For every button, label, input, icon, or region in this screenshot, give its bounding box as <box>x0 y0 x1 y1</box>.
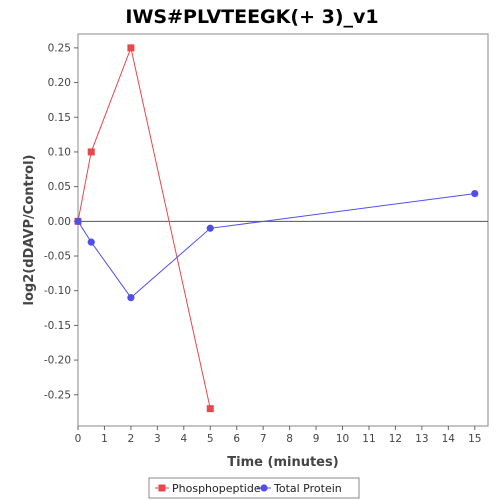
data-point-phosphopeptide <box>87 148 95 156</box>
legend-marker-phosphopeptide <box>158 484 166 492</box>
legend-label-phosphopeptide: Phosphopeptide <box>172 482 261 495</box>
x-tick-label: 6 <box>233 433 240 445</box>
x-tick-label: 4 <box>180 433 187 445</box>
x-tick-label: 2 <box>128 433 135 445</box>
y-axis-label: log2(dDAVP/Control) <box>22 155 37 306</box>
y-tick-label: 0.10 <box>48 146 71 158</box>
x-axis-label: Time (minutes) <box>227 455 338 470</box>
x-tick-label: 14 <box>442 433 456 445</box>
chart-title: IWS#PLVTEEGK(+ 3)_v1 <box>125 6 378 28</box>
data-point-total-protein <box>87 238 95 246</box>
y-tick-label: -0.15 <box>44 320 71 332</box>
legend: Phosphopeptide Total Protein <box>148 477 360 499</box>
x-tick-label: 7 <box>260 433 267 445</box>
data-point-total-protein <box>127 294 135 302</box>
y-tick-label: 0.25 <box>48 42 71 54</box>
y-tick-label: -0.05 <box>44 251 71 263</box>
x-tick-label: 12 <box>389 433 402 445</box>
legend-box <box>148 477 360 499</box>
x-tick-label: 0 <box>75 433 82 445</box>
x-tick-label: 10 <box>336 433 349 445</box>
y-tick-label: 0.05 <box>48 181 71 193</box>
series-line-phosphopeptide <box>77 46 211 409</box>
data-point-phosphopeptide <box>206 405 214 413</box>
y-tick-label: -0.20 <box>44 355 71 367</box>
legend-marker-total-protein <box>260 484 268 492</box>
x-tick-label: 8 <box>286 433 293 445</box>
x-tick-label: 3 <box>154 433 161 445</box>
x-tick-label: 13 <box>415 433 428 445</box>
data-point-total-protein <box>74 217 82 225</box>
y-tick-label: -0.25 <box>44 389 71 401</box>
y-tick-label: 0.00 <box>48 216 71 228</box>
data-point-total-protein <box>206 224 214 232</box>
plot-frame <box>77 33 489 427</box>
x-tick-label: 9 <box>313 433 320 445</box>
data-point-total-protein <box>471 189 479 198</box>
x-tick-label: 15 <box>468 433 481 445</box>
plot-area: -0.25 -0.20 -0.15 -0.10 -0.05 0.00 0.05 0.10 0.1… <box>44 33 489 445</box>
y-tick-label: -0.10 <box>44 285 71 297</box>
legend-label-total-protein: Total Protein <box>273 482 342 495</box>
y-tick-label: 0.20 <box>48 77 71 89</box>
y-tick-label: 0.15 <box>48 112 71 124</box>
x-tick-label: 5 <box>207 433 214 445</box>
x-tick-label: 11 <box>362 433 375 445</box>
data-point-phosphopeptide <box>127 44 135 52</box>
x-tick-label: 1 <box>101 433 108 445</box>
